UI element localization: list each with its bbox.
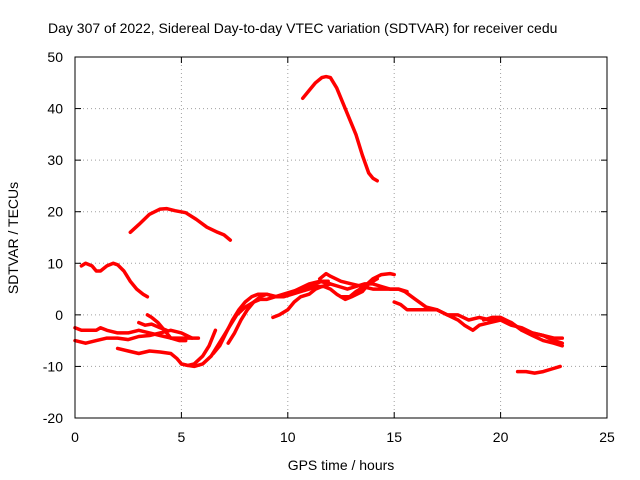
series-arc-6 (115, 328, 218, 368)
y-tick-label: 50 (47, 49, 63, 65)
chart-title: Day 307 of 2022, Sidereal Day-to-day VTE… (48, 20, 557, 36)
series-arc-12 (271, 282, 409, 320)
x-tick-label: 15 (386, 429, 402, 445)
grid (75, 57, 607, 418)
axis-ticks: 0 5 10 15 20 25 -20 -10 0 10 20 30 40 50 (43, 49, 615, 445)
series-arc-2 (128, 206, 233, 242)
x-tick-label: 0 (71, 429, 79, 445)
x-tick-label: 5 (178, 429, 186, 445)
x-tick-label: 20 (493, 429, 509, 445)
series-arc-10 (211, 279, 333, 356)
y-tick-label: -10 (43, 358, 63, 374)
y-tick-label: 20 (47, 204, 63, 220)
series-arc-3 (79, 261, 150, 299)
y-tick-label: 40 (47, 101, 63, 117)
series-arc-5 (73, 328, 194, 345)
y-tick-label: 10 (47, 255, 63, 271)
x-tick-label: 25 (599, 429, 615, 445)
series-arc-17 (515, 364, 562, 375)
y-tick-label: -20 (43, 410, 63, 426)
series-arc-8 (145, 313, 188, 343)
series-arc-15 (392, 300, 565, 348)
series-arc-13 (317, 271, 565, 340)
y-axis-label: SDTVAR / TECUs (5, 182, 21, 294)
x-axis-label: GPS time / hours (288, 457, 395, 473)
series-arc-1 (300, 74, 379, 183)
y-tick-label: 0 (55, 307, 63, 323)
plot-frame (74, 56, 608, 419)
series-arc-4 (73, 326, 201, 340)
series-arc-14 (339, 271, 396, 299)
x-tick-label: 10 (280, 429, 296, 445)
y-tick-label: 30 (47, 152, 63, 168)
series-layer (73, 74, 565, 375)
series-arc-16 (481, 315, 565, 345)
